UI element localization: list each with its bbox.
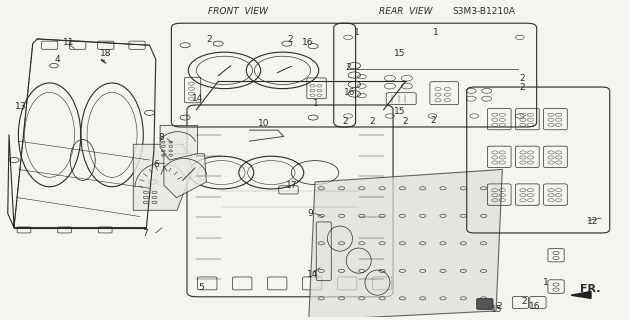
Text: 1: 1 xyxy=(354,28,360,37)
Text: S3M3-B1210A: S3M3-B1210A xyxy=(452,7,515,16)
Polygon shape xyxy=(164,154,207,198)
Text: 8: 8 xyxy=(158,133,164,142)
Polygon shape xyxy=(134,144,193,210)
Text: 2: 2 xyxy=(345,63,351,72)
Text: REAR  VIEW: REAR VIEW xyxy=(379,7,433,16)
Text: FR.: FR. xyxy=(580,284,600,294)
Text: 2: 2 xyxy=(519,83,525,92)
Polygon shape xyxy=(160,125,198,160)
Text: 1: 1 xyxy=(543,278,549,287)
Text: 2: 2 xyxy=(496,302,502,311)
Text: 5: 5 xyxy=(198,283,203,292)
Text: 2: 2 xyxy=(206,36,212,44)
Text: 4: 4 xyxy=(54,55,60,64)
Text: 14: 14 xyxy=(192,94,203,103)
Text: 15: 15 xyxy=(491,305,503,314)
Text: 1: 1 xyxy=(433,28,439,37)
Text: 2: 2 xyxy=(342,116,348,125)
Text: 16: 16 xyxy=(344,88,356,97)
FancyBboxPatch shape xyxy=(477,299,493,309)
Text: 1: 1 xyxy=(313,99,319,108)
Polygon shape xyxy=(309,169,502,320)
Text: 6: 6 xyxy=(153,160,159,169)
Text: 9: 9 xyxy=(307,209,314,218)
Text: 2: 2 xyxy=(370,116,375,125)
Text: 12: 12 xyxy=(587,217,598,226)
Polygon shape xyxy=(571,292,591,298)
Text: 14: 14 xyxy=(307,270,318,279)
Text: 2: 2 xyxy=(522,297,527,306)
Text: 10: 10 xyxy=(258,119,270,128)
Text: 2: 2 xyxy=(431,116,437,125)
Text: FRONT  VIEW: FRONT VIEW xyxy=(208,7,268,16)
Text: 18: 18 xyxy=(100,49,112,58)
Text: 2: 2 xyxy=(402,116,408,125)
Text: 16: 16 xyxy=(302,37,313,47)
Text: 2: 2 xyxy=(287,36,293,44)
Text: 17: 17 xyxy=(286,181,297,190)
Text: 11: 11 xyxy=(62,37,74,47)
Text: 13: 13 xyxy=(14,102,26,111)
Text: 2: 2 xyxy=(519,74,525,83)
Text: 16: 16 xyxy=(529,302,541,311)
Text: 15: 15 xyxy=(394,49,406,58)
Text: 15: 15 xyxy=(394,107,406,116)
Text: 7: 7 xyxy=(142,229,148,238)
